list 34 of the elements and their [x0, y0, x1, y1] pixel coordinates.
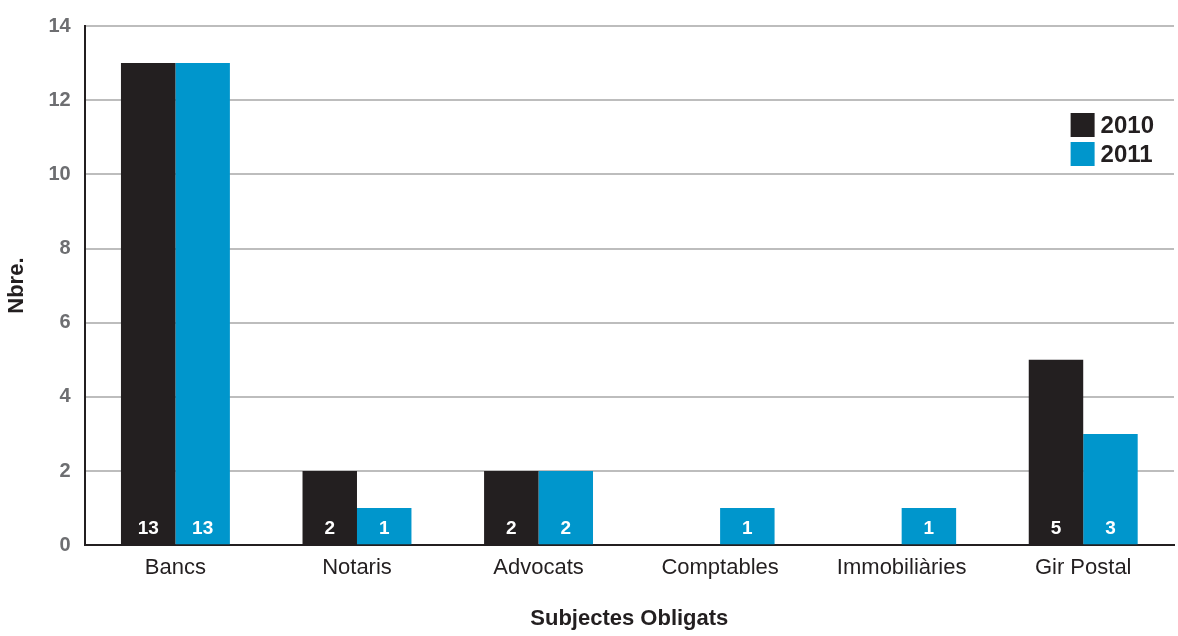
y-tick-label: 8	[59, 236, 71, 259]
bar	[720, 508, 775, 545]
x-axis-title: Subjectes Obligats	[530, 604, 729, 630]
data-label: 13	[137, 516, 159, 538]
x-tick-label: Notaris	[322, 554, 392, 580]
bar	[175, 63, 230, 545]
x-tick-label: Bancs	[144, 554, 206, 580]
legend-label: 2010	[1100, 110, 1154, 138]
y-tick-label: 0	[59, 532, 71, 555]
x-tick-label: Comptables	[661, 554, 779, 580]
data-label: 2	[506, 516, 517, 538]
data-label: 1	[923, 516, 935, 538]
y-tick-label: 6	[59, 310, 71, 333]
y-axis-title: Nbre.	[3, 257, 29, 314]
data-label: 5	[1050, 516, 1062, 538]
bar	[538, 471, 594, 545]
data-label: 13	[192, 516, 214, 538]
y-tick-label: 12	[48, 87, 71, 110]
y-tick-label: 4	[59, 384, 72, 407]
x-tick-label: Gir Postal	[1034, 554, 1132, 580]
legend-label: 2011	[1100, 139, 1153, 167]
y-tick-label: 14	[48, 13, 72, 36]
data-label: 1	[742, 516, 754, 538]
x-tick-label: Immobiliàries	[836, 554, 967, 580]
data-label: 3	[1105, 516, 1116, 538]
bar	[356, 508, 412, 545]
x-tick-label: Advocats	[493, 554, 584, 580]
bar	[1083, 433, 1138, 545]
data-label: 2	[324, 516, 336, 538]
y-tick-label: 2	[59, 458, 71, 481]
y-tick-label: 10	[48, 161, 71, 184]
data-label: 2	[560, 516, 572, 538]
bar	[901, 508, 957, 545]
data-label: 1	[378, 516, 390, 538]
